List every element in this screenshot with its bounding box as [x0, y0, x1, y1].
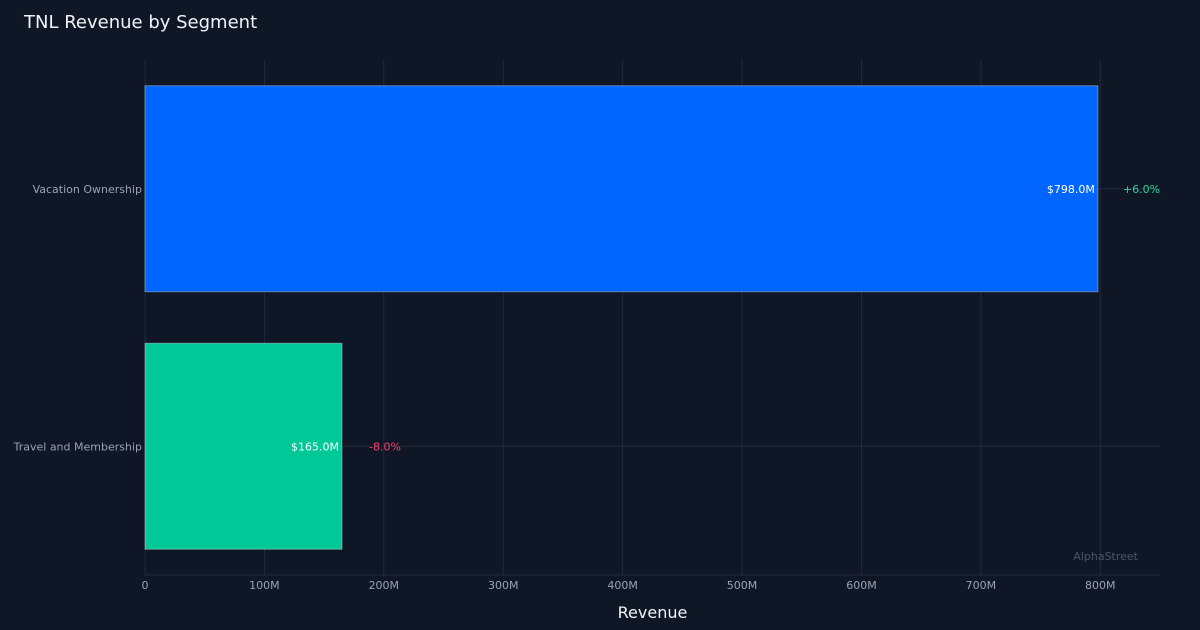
data-label: $798.0M — [1047, 183, 1095, 196]
x-tick-label: 500M — [727, 579, 758, 592]
x-tick-label: 300M — [488, 579, 519, 592]
chart-title: TNL Revenue by Segment — [24, 12, 258, 33]
x-tick-label: 400M — [607, 579, 638, 592]
x-tick-label: 100M — [249, 579, 280, 592]
change-label: +6.0% — [1123, 183, 1160, 196]
data-label: $165.0M — [291, 440, 339, 453]
bar — [144, 85, 1099, 293]
x-axis-title: Revenue — [618, 603, 688, 622]
x-tick-label: 600M — [846, 579, 877, 592]
bar — [144, 342, 343, 550]
watermark: AlphaStreet — [1073, 550, 1138, 563]
x-tick-label: 700M — [966, 579, 997, 592]
x-tick-label: 800M — [1085, 579, 1116, 592]
x-tick-label: 0 — [142, 579, 149, 592]
change-label: -8.0% — [369, 440, 401, 453]
x-tick-label: 200M — [369, 579, 400, 592]
y-tick-label: Vacation Ownership — [33, 183, 142, 196]
y-tick-label: Travel and Membership — [13, 440, 142, 453]
